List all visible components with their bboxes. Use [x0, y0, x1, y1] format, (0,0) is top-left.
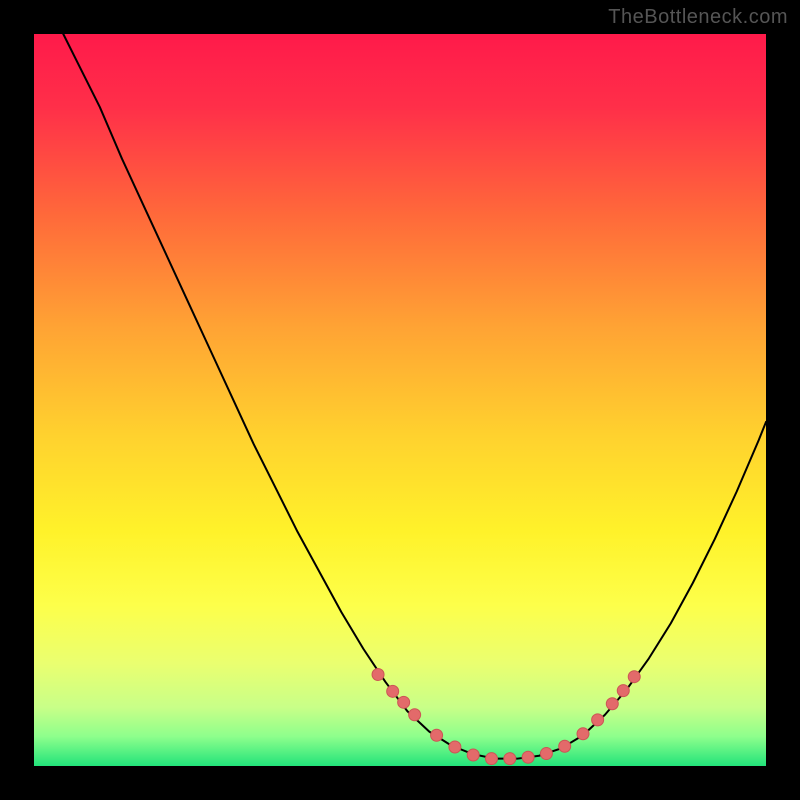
curve-marker — [592, 714, 604, 726]
curve-marker — [467, 749, 479, 761]
curve-marker — [504, 753, 516, 765]
curve-marker — [409, 709, 421, 721]
curve-marker — [559, 740, 571, 752]
curve-marker — [540, 748, 552, 760]
curve-marker — [431, 729, 443, 741]
chart-background — [34, 34, 766, 766]
chart-container — [0, 0, 800, 800]
curve-marker — [387, 685, 399, 697]
bottleneck-curve-chart — [0, 0, 800, 800]
watermark-text: TheBottleneck.com — [608, 6, 788, 29]
curve-marker — [606, 698, 618, 710]
curve-marker — [372, 669, 384, 681]
curve-marker — [577, 728, 589, 740]
curve-marker — [617, 685, 629, 697]
curve-marker — [449, 741, 461, 753]
curve-marker — [398, 696, 410, 708]
curve-marker — [486, 753, 498, 765]
curve-marker — [628, 671, 640, 683]
curve-marker — [522, 751, 534, 763]
